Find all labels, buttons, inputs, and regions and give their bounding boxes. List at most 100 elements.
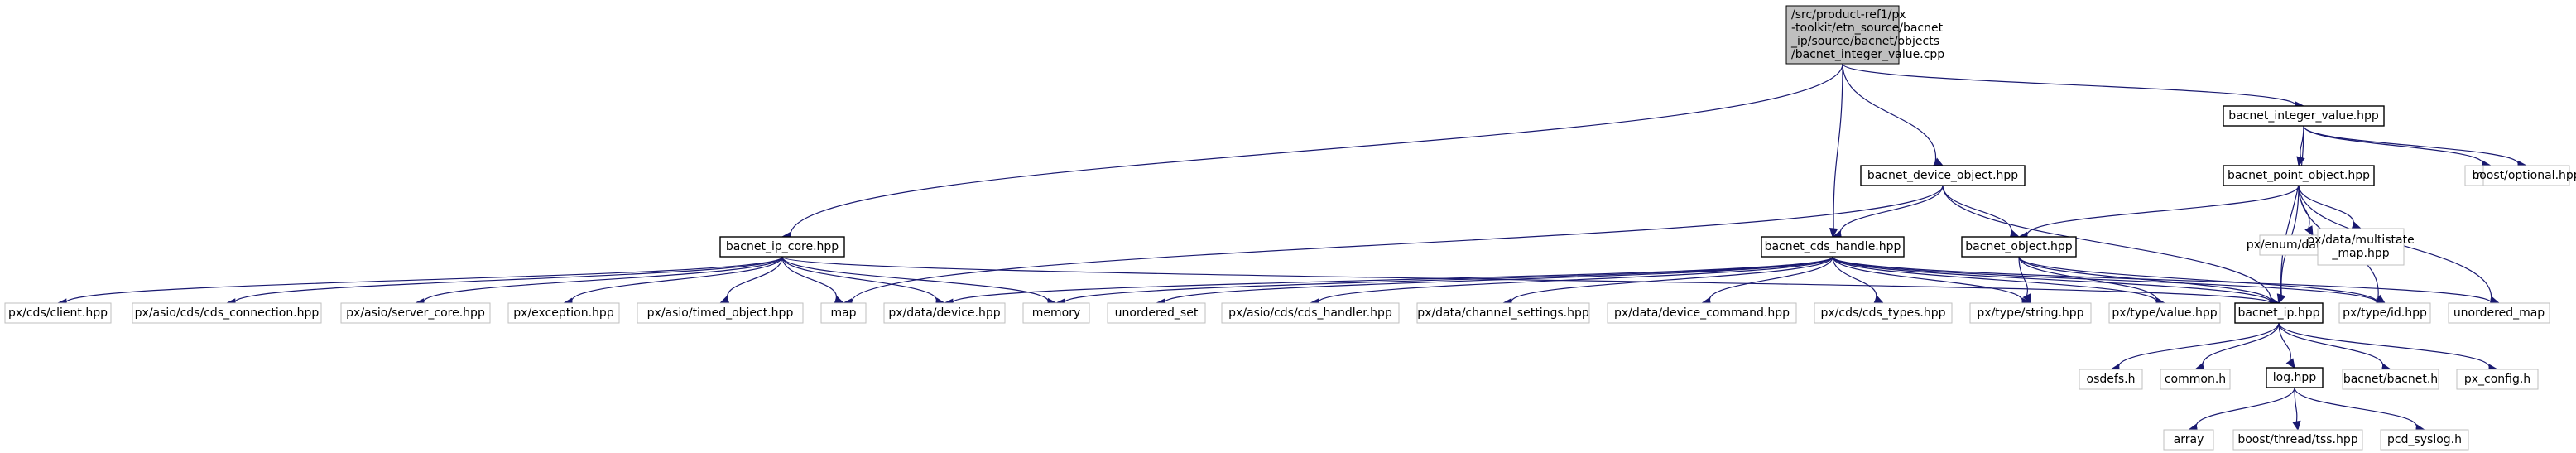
node-px-type-id-hpp: px/type/id.hpp: [2338, 302, 2431, 324]
node-memory: memory: [1022, 302, 1090, 324]
edge-root-to-bacnet_integer_value_hpp: [1842, 63, 2305, 110]
edge-bacnet_ip_core_hpp-to-px_asio_timed_object_hpp: [718, 256, 783, 305]
edge-bacnet_cds_handle_hpp-to-px_type_value_hpp: [1832, 256, 2166, 307]
edge-bacnet_ip_core_hpp-to-px_data_device_hpp: [781, 256, 946, 306]
edge-bacnet_point_object_hpp-to-bacnet_object_hpp: [2017, 185, 2300, 241]
node-px-asio-timed-object-hpp: px/asio/timed_object.hpp: [637, 302, 804, 324]
node-array: array: [2163, 429, 2214, 451]
node-label: px/asio/server_core.hpp: [346, 306, 485, 320]
edge-bacnet_ip_hpp-to-common_h: [2194, 322, 2280, 372]
node-px-data-multistate-map-hpp: px/data/multistate_map.hpp: [2307, 228, 2415, 266]
node-root[interactable]: /src/product-ref1/px-toolkit/etn_source/…: [1785, 5, 1944, 65]
edge-bacnet_ip_core_hpp-to-px_asio_cds_cds_connection_hpp: [225, 256, 783, 307]
edge-bacnet_object_hpp-to-px_type_string_hpp: [2018, 256, 2031, 305]
node-label: bacnet_ip.hpp: [2237, 306, 2319, 320]
node-label: boost/optional.hpp: [2472, 169, 2576, 182]
node-px-type-string-hpp: px/type/string.hpp: [1969, 302, 2092, 324]
node-bacnet-integer-value-hpp[interactable]: bacnet_integer_value.hpp: [2223, 105, 2385, 127]
edge-bacnet_cds_handle_hpp-to-unordered_set: [1155, 256, 1833, 307]
node-label: -toolkit/etn_source/bacnet: [1791, 22, 1944, 35]
node-osdefs-h: osdefs.h: [2079, 369, 2143, 390]
node-px-config-h: px_config.h: [2456, 369, 2539, 390]
edges-layer: [56, 63, 2528, 433]
edge-bacnet_point_object_hpp-to-px_enum_datatype_hpp: [2298, 185, 2314, 237]
edge-bacnet_ip_core_hpp-to-px_exception_hpp: [562, 256, 783, 307]
edge-bacnet_cds_handle_hpp-to-px_data_channel_settings_hpp: [1502, 256, 1833, 307]
node-label: /src/product-ref1/px: [1791, 8, 1906, 22]
node-px-data-channel-settings-hpp: px/data/channel_settings.hpp: [1416, 302, 1590, 324]
node-label: px/asio/timed_object.hpp: [647, 306, 794, 320]
node-label: /bacnet_integer_value.cpp: [1791, 48, 1944, 61]
node-label: unordered_set: [1115, 306, 1199, 320]
node-label: px/type/value.hpp: [2112, 306, 2217, 320]
node-label: log.hpp: [2273, 371, 2317, 384]
node-label: px/type/string.hpp: [1977, 306, 2083, 320]
node-bacnet-cds-handle-hpp[interactable]: bacnet_cds_handle.hpp: [1761, 236, 1905, 258]
node-label: pcd_syslog.h: [2387, 433, 2462, 446]
node-label: _map.hpp: [2331, 247, 2389, 260]
node-label: px_config.h: [2464, 373, 2530, 386]
node-bacnet-device-object-hpp[interactable]: bacnet_device_object.hpp: [1860, 165, 2026, 186]
node-bacnet-ip-core-hpp[interactable]: bacnet_ip_core.hpp: [719, 236, 845, 258]
node-label: map: [830, 306, 856, 320]
node-bacnet-ip-hpp[interactable]: bacnet_ip.hpp: [2234, 302, 2324, 324]
node-common-h: common.h: [2160, 369, 2231, 390]
node-label: px/type/id.hpp: [2343, 306, 2427, 320]
node-label: px/asio/cds/cds_handler.hpp: [1228, 306, 1392, 320]
node-label: px/cds/cds_types.hpp: [1820, 306, 1945, 320]
node-px-asio-server-core-hpp: px/asio/server_core.hpp: [340, 302, 491, 324]
node-unordered-map: unordered_map: [2448, 302, 2550, 324]
node-px-exception-hpp: px/exception.hpp: [507, 302, 620, 324]
node-label: px/data/device.hpp: [888, 306, 1000, 320]
node-label: bacnet_ip_core.hpp: [726, 240, 839, 253]
node-px-data-device-hpp: px/data/device.hpp: [883, 302, 1006, 324]
edge-bacnet_cds_handle_hpp-to-px_type_id_hpp: [1832, 256, 2386, 307]
node-label: px/data/multistate: [2307, 234, 2414, 247]
node-label: unordered_map: [2453, 306, 2545, 320]
edge-log_hpp-to-boost_thread_tss_hpp: [2292, 387, 2301, 431]
node-px-cds-cds-types-hpp: px/cds/cds_types.hpp: [1814, 302, 1953, 324]
edge-bacnet_ip_core_hpp-to-memory: [781, 256, 1058, 307]
edge-bacnet_ip_hpp-to-bacnet_bacnet_h: [2278, 322, 2392, 373]
node-label: px/data/channel_settings.hpp: [1417, 306, 1589, 320]
node-label: array: [2174, 433, 2204, 446]
node-label: memory: [1032, 306, 1081, 320]
node-log-hpp[interactable]: log.hpp: [2266, 367, 2324, 388]
edge-log_hpp-to-pcd_syslog_h: [2294, 387, 2426, 433]
node-bacnet-bacnet-h: bacnet/bacnet.h: [2342, 369, 2439, 390]
node-boost-thread-tss-hpp: boost/thread/tss.hpp: [2232, 429, 2363, 451]
node-label: common.h: [2165, 373, 2226, 386]
edge-root-to-bacnet_cds_handle_hpp: [1829, 63, 1843, 239]
node-label: bacnet_cds_handle.hpp: [1765, 240, 1901, 253]
node-px-cds-client-hpp: px/cds/client.hpp: [4, 302, 112, 324]
edge-bacnet_ip_hpp-to-log_hpp: [2278, 322, 2295, 369]
node-label: px/cds/client.hpp: [8, 306, 108, 320]
node-boost-optional-hpp: boost/optional.hpp: [2472, 165, 2576, 186]
node-label: bacnet_device_object.hpp: [1867, 169, 2018, 182]
node-label: boost/thread/tss.hpp: [2237, 433, 2357, 446]
node-label: bacnet_point_object.hpp: [2228, 169, 2370, 182]
edge-bacnet_ip_hpp-to-px_config_h: [2278, 322, 2499, 373]
nodes-layer: /src/product-ref1/px-toolkit/etn_source/…: [4, 5, 2576, 451]
node-map: map: [820, 302, 867, 324]
edge-bacnet_device_object_hpp-to-bacnet_object_hpp: [1942, 185, 2021, 239]
node-bacnet-object-hpp[interactable]: bacnet_object.hpp: [1961, 236, 2077, 258]
node-px-asio-cds-cds-handler-hpp: px/asio/cds/cds_handler.hpp: [1221, 302, 1400, 324]
node-label: bacnet/bacnet.h: [2343, 373, 2438, 386]
edge-root-to-bacnet_ip_core_hpp: [781, 63, 1843, 241]
node-label: bacnet_object.hpp: [1965, 240, 2072, 253]
node-bacnet-point-object-hpp[interactable]: bacnet_point_object.hpp: [2223, 165, 2375, 186]
node-label: _ip/source/bacnet/objects: [1790, 35, 1939, 48]
edge-bacnet_integer_value_hpp-to-mutex: [2303, 125, 2492, 170]
node-px-asio-cds-cds-connection-hpp: px/asio/cds/cds_connection.hpp: [132, 302, 322, 324]
node-label: bacnet_integer_value.hpp: [2228, 109, 2379, 123]
node-px-data-device-command-hpp: px/data/device_command.hpp: [1607, 302, 1797, 324]
node-label: osdefs.h: [2087, 373, 2136, 386]
edge-bacnet_point_object_hpp-to-px_data_multistate_map_hpp: [2298, 185, 2362, 230]
node-label: px/asio/cds/cds_connection.hpp: [135, 306, 320, 320]
node-label: px/exception.hpp: [513, 306, 614, 320]
node-pcd-syslog-h: pcd_syslog.h: [2380, 429, 2469, 451]
edge-root-to-bacnet_device_object_hpp: [1842, 63, 1944, 166]
edge-log_hpp-to-array: [2187, 387, 2295, 433]
